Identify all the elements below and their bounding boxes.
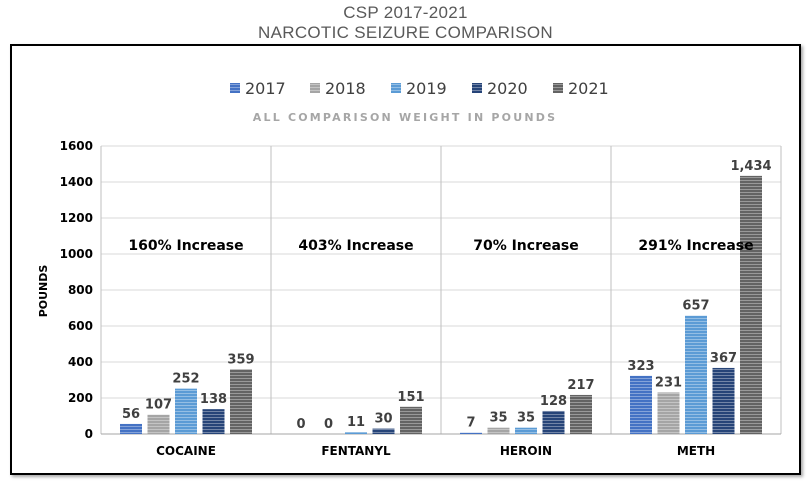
y-tick-label: 200: [68, 391, 93, 405]
data-label: 217: [567, 378, 594, 393]
legend-label-2018: 2018: [325, 79, 366, 98]
legend-swatch-2019: [391, 83, 401, 93]
data-label: 35: [489, 411, 507, 426]
bar-meth-2017: [630, 375, 652, 434]
bar-cocaine-2019: [175, 388, 197, 434]
legend-swatch-2020: [472, 83, 482, 93]
bar-heroin-2018: [487, 427, 510, 434]
data-label: 35: [517, 411, 535, 426]
bar-cocaine-2017: [120, 423, 142, 434]
annotations: 160% Increase 403% Increase 70% Increase 29…: [128, 238, 753, 254]
data-label: 252: [172, 372, 199, 387]
bar-fentanyl-2019: [345, 432, 367, 434]
bar-cocaine-2021: [230, 369, 252, 434]
data-label: 151: [397, 390, 424, 405]
legend-label-2017: 2017: [245, 79, 286, 98]
bar-cocaine-2018: [147, 414, 170, 434]
y-tick-label: 1200: [60, 211, 93, 225]
data-label: 323: [627, 359, 654, 374]
y-tick-label: 400: [68, 355, 93, 369]
data-label: 7: [466, 416, 475, 431]
legend-label-2021: 2021: [568, 79, 609, 98]
bar-meth-2021: [740, 175, 762, 434]
category-label-heroin: HEROIN: [500, 444, 552, 458]
bar-heroin-2020: [542, 410, 565, 434]
data-label: 359: [227, 352, 254, 367]
increase-annotation: 291% Increase: [638, 238, 753, 254]
chart-title-line-1: CSP 2017-2021: [343, 3, 468, 22]
data-label: 657: [682, 299, 709, 314]
legend-swatch-2021: [553, 83, 563, 93]
legend-swatch-2018: [310, 83, 320, 93]
y-tick-label: 1600: [60, 139, 93, 153]
legend: 2017 2018 2019 2020 2021: [230, 79, 609, 98]
data-label: 30: [374, 412, 392, 427]
y-tick-label: 1400: [60, 175, 93, 189]
x-axis-categories: COCAINE FENTANYL HEROIN METH: [156, 444, 715, 458]
y-tick-label: 0: [85, 427, 93, 441]
y-axis-ticks: 0 200 400 600 800 1000 1200 1400 1600: [60, 139, 93, 441]
data-label: 367: [710, 351, 737, 366]
gridlines: [100, 145, 782, 435]
bar-heroin-2021: [570, 394, 592, 434]
y-tick-label: 1000: [60, 247, 93, 261]
increase-annotation: 160% Increase: [128, 238, 243, 254]
bar-meth-2020: [712, 367, 735, 434]
bar-heroin-2017: [460, 432, 482, 434]
bar-cocaine-2020: [202, 409, 225, 434]
legend-swatch-2017: [230, 83, 240, 93]
data-label: 138: [200, 392, 227, 407]
chart-title-line-2: NARCOTIC SEIZURE COMPARISON: [258, 23, 553, 42]
chart-subtitle: ALL COMPARISON WEIGHT IN POUNDS: [253, 111, 557, 124]
data-label: 0: [296, 417, 305, 432]
data-label: 56: [122, 407, 140, 422]
y-tick-label: 600: [68, 319, 93, 333]
category-label-fentanyl: FENTANYL: [321, 444, 391, 458]
data-label: 1,434: [730, 159, 771, 174]
bar-chart: 2017 2018 2019 2020 2021 ALL COMPARISON WEIG…: [37, 79, 782, 458]
data-label: 128: [540, 394, 567, 409]
data-label: 107: [145, 398, 172, 413]
legend-label-2020: 2020: [487, 79, 528, 98]
bar-meth-2018: [657, 392, 680, 434]
data-label: 11: [347, 415, 365, 430]
data-label: 0: [324, 417, 333, 432]
bar-fentanyl-2020: [372, 428, 395, 434]
legend-label-2019: 2019: [406, 79, 447, 98]
y-axis-label: POUNDS: [37, 265, 50, 318]
increase-annotation: 70% Increase: [473, 238, 579, 254]
data-label: 231: [655, 375, 682, 390]
y-tick-label: 800: [68, 283, 93, 297]
bar-meth-2019: [685, 315, 707, 434]
bar-heroin-2019: [515, 427, 537, 434]
bar-fentanyl-2021: [400, 406, 422, 434]
increase-annotation: 403% Increase: [298, 238, 413, 254]
chart-frame: 2017 2018 2019 2020 2021 ALL COMPARISON WEIG…: [10, 44, 801, 475]
category-label-cocaine: COCAINE: [156, 444, 216, 458]
category-label-meth: METH: [677, 444, 715, 458]
